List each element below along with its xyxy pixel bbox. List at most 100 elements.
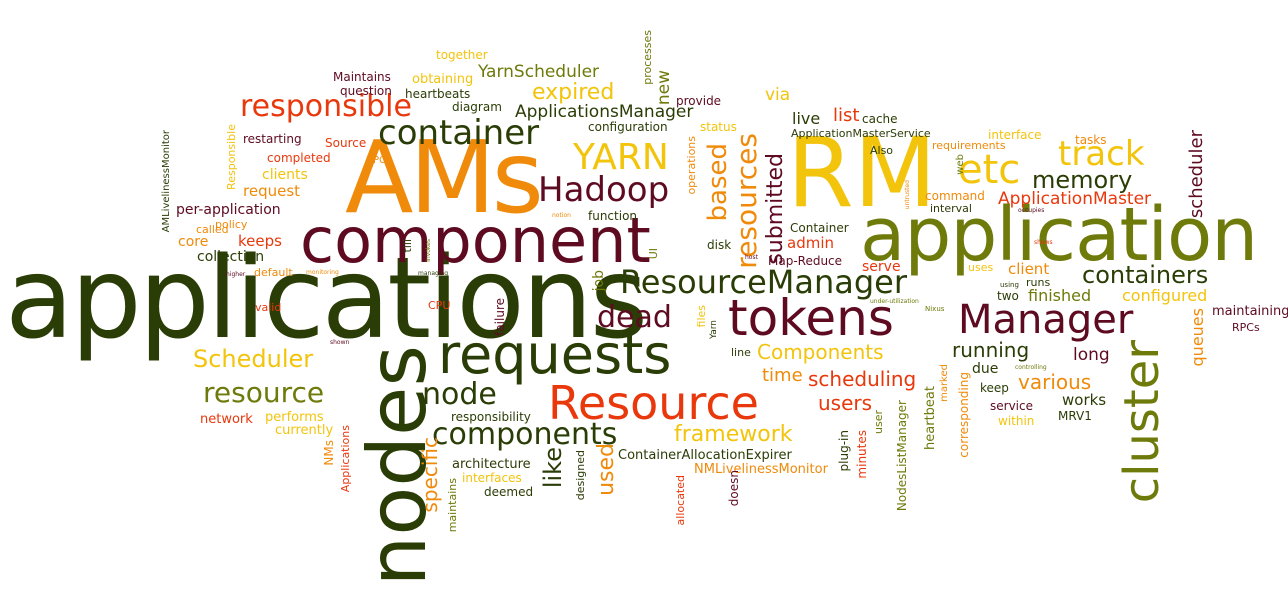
word: containers [1082,261,1209,289]
word: deemed [484,485,534,499]
word: diagram [452,100,502,114]
word: doesn [727,470,741,507]
word: dead [597,300,672,335]
word: Scheduler [193,345,314,373]
word: based [703,143,733,222]
word: admin [787,234,834,252]
word: ApplicationMasterService [791,127,931,140]
word: Container [790,221,849,235]
word: AMLivelinessMonitor [161,130,172,233]
word: provide [676,94,722,108]
word: valid [255,301,282,314]
word: cache [862,112,898,126]
word: Hadoop [538,170,670,210]
word: higher [226,271,246,278]
word: obtaining [412,72,474,87]
word: default [254,266,293,279]
word: request [243,182,301,200]
word: plug-in [837,430,851,472]
word: used [594,443,619,496]
word: UI [647,248,660,260]
word: memory [1032,166,1133,194]
word: YarnScheduler [478,62,600,82]
word: responsibility [451,410,531,424]
word: currently [275,423,334,438]
word: designed [574,450,587,501]
word: ResourceManager [620,263,908,301]
word: host [745,254,758,261]
word: Manager [958,297,1134,343]
word: finished [1028,286,1092,305]
word: queues [1188,308,1207,367]
word: operations [685,136,698,195]
word: submitted [763,153,788,265]
word: completed [267,151,331,165]
word: Also [870,144,894,157]
word: architecture [452,457,531,472]
word: interface [988,128,1042,142]
word: users [818,391,873,415]
word: RM [787,117,937,229]
word: core [178,234,209,250]
word: controlling [1015,364,1047,371]
word: runs [1026,276,1051,289]
word: untrusted [904,180,911,210]
word: Applications [339,425,352,493]
word: etc [958,147,1021,193]
word: requirements [932,139,1006,152]
word: NMs [322,440,336,466]
word: failure [493,298,507,336]
word: ApplicationMaster [998,189,1152,209]
word: question [340,84,392,98]
word: clients [262,167,308,183]
word: interfaces [462,471,522,485]
word: restarting [243,132,302,146]
word: service [990,399,1033,413]
word: Yarn [709,320,719,340]
word: applications [5,234,648,364]
word: track [1058,134,1145,174]
word: processes [641,30,654,85]
word: uses [968,261,994,274]
word: maintains [446,478,459,533]
word: resource [203,376,325,409]
word: marked [939,364,950,402]
word: time [762,365,803,386]
word: Components [757,340,884,364]
word: ContainerAllocationExpirer [618,448,792,463]
word: monitoring [306,269,339,276]
word: ApplicationsManager [515,102,694,122]
word: corresponding [957,372,971,458]
word: specific [418,437,442,513]
word: shows [1034,239,1053,246]
word: cluster [1114,340,1170,504]
word: keeps [238,232,282,250]
word: resources [730,133,763,269]
word: NodesListManager [895,400,909,512]
word: job [591,270,607,292]
word: Source [325,136,367,150]
word: due [972,361,999,377]
word: notion [552,212,571,219]
word: various [1018,370,1092,394]
word: components [432,417,618,452]
word: network [200,412,253,427]
word: keep [980,381,1009,395]
word: requests [438,323,672,386]
word: client [1008,260,1050,278]
word: shown [330,339,350,346]
word: called [196,223,229,236]
word: disk [707,238,732,252]
word: user [872,410,885,434]
word: command [925,189,985,203]
word: component [300,204,651,277]
word: works [1062,391,1107,409]
word: scheduler [1186,130,1207,219]
word: running [952,338,1030,362]
word: live [792,109,821,128]
word: application [860,192,1258,278]
word: scheduling [808,367,917,391]
word: Invokes [425,239,432,262]
word: AMs [345,119,544,236]
